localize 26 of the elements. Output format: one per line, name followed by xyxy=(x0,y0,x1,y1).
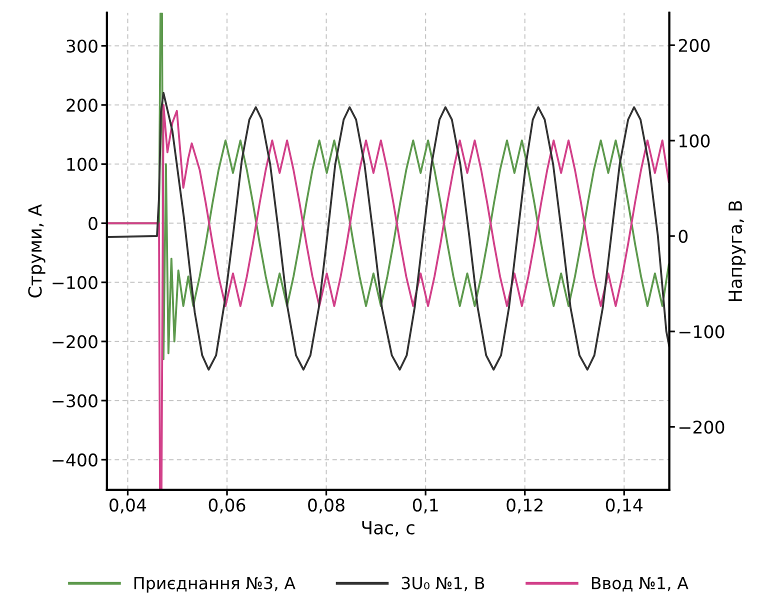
legend-label: 3U₀ №1, В xyxy=(402,576,484,592)
x-tick-label: 0,12 xyxy=(506,498,542,514)
line-series xyxy=(106,92,670,371)
legend-label: Приєднання №3, А xyxy=(134,576,296,593)
y-axis-title: Струми, А xyxy=(28,204,46,298)
y2-tick-label: 200 xyxy=(678,38,710,52)
y-tick-label: −400 xyxy=(52,453,98,467)
y2-tick-label: 100 xyxy=(680,134,710,148)
x-tick-label: 0,08 xyxy=(308,498,344,514)
y-tick-label: 300 xyxy=(66,40,98,53)
y2-axis-title: Напруга, В xyxy=(728,201,746,302)
y-tick-label: −200 xyxy=(52,335,98,348)
x-tick-label: 0,14 xyxy=(606,498,642,514)
y-tick-label: 100 xyxy=(67,158,98,171)
x-tick-label: 0,1 xyxy=(412,498,438,514)
x-axis-title: Час, с xyxy=(362,521,414,536)
y-tick-label: 0 xyxy=(88,216,98,230)
legend-label: Ввод №1, А xyxy=(592,576,688,592)
x-tick-label: 0,06 xyxy=(208,498,246,514)
y-tick-label: 200 xyxy=(66,98,98,112)
y2-tick-label: −200 xyxy=(679,420,724,434)
y2-tick-label: −100 xyxy=(679,325,724,338)
y-tick-label: −100 xyxy=(52,276,98,290)
y-tick-label: −300 xyxy=(52,394,98,408)
y2-tick-label: 0 xyxy=(678,230,688,243)
x-tick-label: 0,04 xyxy=(110,498,146,514)
